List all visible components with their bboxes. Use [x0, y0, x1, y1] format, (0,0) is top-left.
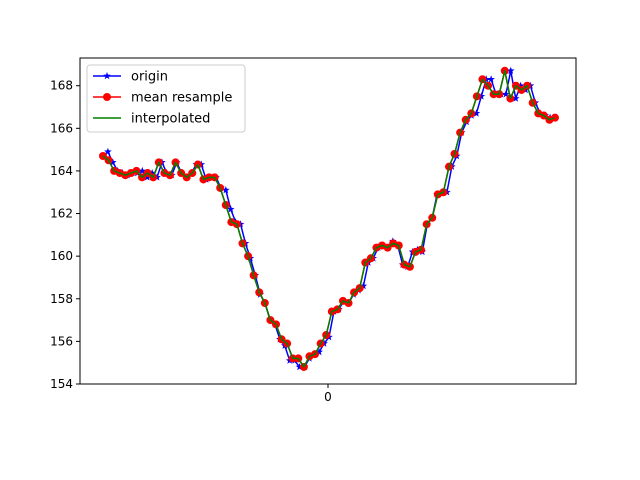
x-tick-label: 0 — [324, 390, 332, 404]
series-layer — [99, 66, 559, 371]
y-tick-label: 168 — [50, 79, 73, 93]
data-point — [148, 169, 156, 177]
legend-label: origin — [131, 70, 168, 85]
data-point — [502, 90, 510, 98]
y-tick-label: 162 — [50, 207, 73, 221]
data-point — [222, 186, 230, 194]
series-2 — [102, 70, 556, 368]
data-point — [511, 94, 520, 102]
y-tick-label: 164 — [50, 164, 73, 178]
legend-marker — [103, 93, 111, 101]
legend-label: mean resample — [131, 91, 232, 106]
data-point — [521, 85, 530, 94]
y-axis: 154 156 158 160 162 164 166 168 — [50, 79, 80, 391]
data-point — [506, 66, 515, 75]
data-point — [315, 348, 323, 356]
legend-entry: origin — [93, 70, 168, 85]
y-tick-label: 158 — [50, 292, 73, 306]
data-point — [472, 109, 481, 117]
legend-marker — [103, 72, 111, 80]
legend-entry: interpolated — [93, 112, 210, 127]
y-tick-label: 156 — [50, 334, 73, 348]
legend-label: interpolated — [131, 112, 210, 127]
data-point — [138, 166, 147, 175]
legend-box — [86, 64, 246, 133]
legend-entries: origin mean resample interpolated — [93, 70, 232, 127]
x-axis: 0 — [324, 384, 332, 404]
data-point — [104, 147, 112, 155]
data-point — [295, 362, 304, 371]
data-point — [487, 75, 495, 83]
data-point — [477, 92, 486, 100]
data-point — [516, 81, 525, 89]
data-point — [226, 205, 235, 213]
y-tick-label: 160 — [50, 249, 73, 263]
legend: origin mean resample interpolated — [86, 64, 246, 133]
y-tick-label: 166 — [50, 121, 73, 135]
series-line — [102, 70, 556, 368]
y-tick-label: 154 — [50, 377, 73, 391]
data-point — [359, 281, 368, 290]
data-point — [109, 158, 117, 166]
legend-entry: mean resample — [93, 91, 232, 106]
